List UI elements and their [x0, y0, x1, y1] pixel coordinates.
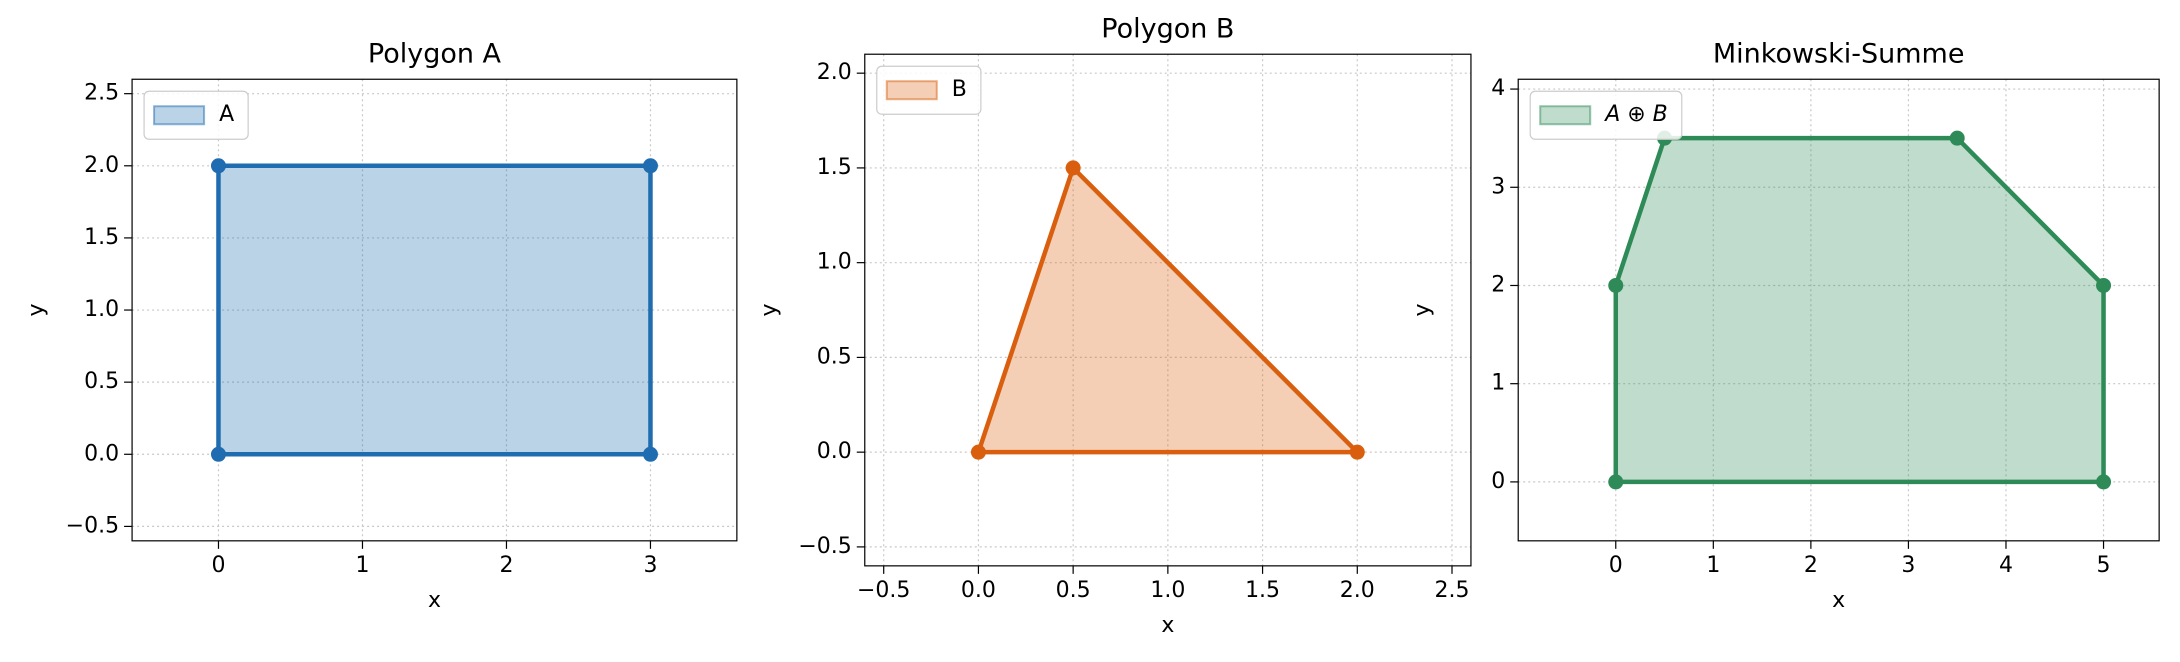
- polygon-area: [218, 165, 651, 455]
- y-tick-label: 2.0: [817, 60, 852, 85]
- vertex-point: [642, 446, 658, 462]
- vertex-point: [642, 158, 658, 174]
- vertex-point: [1349, 444, 1365, 460]
- x-tick-label: 0.0: [961, 578, 996, 603]
- legend-label: A ⊕ B: [1603, 102, 1668, 127]
- vertex-point: [970, 444, 986, 460]
- legend-label: A: [219, 102, 234, 127]
- x-tick-label: 2.5: [1435, 578, 1470, 603]
- legend-box: [876, 65, 982, 115]
- polygon-outline: [976, 165, 1360, 455]
- vertex-point: [1949, 130, 1965, 146]
- x-tick-label: −0.5: [857, 578, 910, 603]
- y-tick-label: 4: [1491, 76, 1505, 101]
- legend-box: [1529, 90, 1683, 140]
- x-tick-label: 1: [1706, 553, 1720, 578]
- legend-swatch: [153, 105, 206, 126]
- polygon-area: [978, 167, 1358, 453]
- y-tick-label: 0: [1491, 469, 1505, 494]
- vertex-point: [210, 446, 226, 462]
- legend: B: [876, 65, 982, 115]
- legend-swatch: [885, 80, 938, 101]
- x-tick-label: 5: [2097, 553, 2111, 578]
- legend-label: B: [952, 77, 967, 102]
- y-tick-label: 2.0: [84, 153, 119, 178]
- legend-swatch: [1539, 105, 1592, 126]
- y-tick-label: 2: [1491, 272, 1505, 297]
- x-axis-label: x: [428, 588, 441, 613]
- x-tick-label: 1.0: [1150, 578, 1185, 603]
- legend: A ⊕ B: [1529, 90, 1683, 140]
- subplot: −0.5 0.0 0.5 1.0 1.5 2.0 2.5 −0.5 0.0 0.5 1.0 1.5 2.…: [757, 14, 1472, 638]
- vertex-point: [2096, 474, 2112, 490]
- y-tick-label: 0.0: [817, 439, 852, 464]
- y-tick-label: 1.0: [817, 250, 852, 275]
- x-tick-label: 4: [1999, 553, 2013, 578]
- vertex-point: [1608, 277, 1624, 293]
- axes-frame: [864, 53, 1472, 567]
- y-tick-label: 0.5: [817, 344, 852, 369]
- x-tick-label: 3: [643, 553, 657, 578]
- x-tick-label: 1.5: [1245, 578, 1280, 603]
- x-tick-label: 0: [211, 553, 225, 578]
- x-axis-label: x: [1161, 613, 1174, 638]
- x-tick-label: 2.0: [1340, 578, 1375, 603]
- vertex-point: [1065, 160, 1081, 176]
- y-tick-label: 3: [1491, 174, 1505, 199]
- x-axis-label: x: [1832, 588, 1845, 613]
- legend: A: [143, 90, 249, 140]
- subplot: 0 1 2 3 4 5 0 1 2 3 4 Minkowski-Summe x y A ⊕ B: [1410, 39, 2160, 613]
- y-tick-label: 0.5: [84, 369, 119, 394]
- y-tick-label: 1: [1491, 371, 1505, 396]
- axes-frame: [1517, 78, 2160, 542]
- y-tick-label: 1.5: [817, 155, 852, 180]
- subplot: 0 1 2 3 −0.5 0.0 0.5 1.0 1.5 2.0 2.5 Polygon A x y A: [24, 39, 738, 613]
- vertex-point: [210, 158, 226, 174]
- vertex-point: [2096, 277, 2112, 293]
- vertex-point: [1608, 474, 1624, 490]
- x-tick-label: 3: [1901, 553, 1915, 578]
- y-tick-label: 2.5: [84, 81, 119, 106]
- chart-title: Minkowski-Summe: [1713, 39, 1965, 70]
- x-tick-label: 0.5: [1056, 578, 1091, 603]
- x-tick-label: 2: [1804, 553, 1818, 578]
- chart-title: Polygon B: [1101, 14, 1234, 45]
- y-tick-label: 1.5: [84, 225, 119, 250]
- x-tick-label: 1: [355, 553, 369, 578]
- axes-frame: [131, 78, 738, 542]
- y-tick-label: −0.5: [798, 534, 851, 559]
- x-tick-label: 2: [499, 553, 513, 578]
- x-tick-label: 0: [1609, 553, 1623, 578]
- y-tick-label: 1.0: [84, 297, 119, 322]
- y-tick-label: 0.0: [84, 441, 119, 466]
- y-axis-label: y: [757, 304, 782, 317]
- legend-box: [143, 90, 249, 140]
- y-axis-label: y: [24, 304, 49, 317]
- y-axis-label: y: [1410, 304, 1435, 317]
- y-tick-label: −0.5: [66, 513, 119, 538]
- chart-title: Polygon A: [368, 39, 502, 70]
- polygon-area: [1615, 138, 2104, 482]
